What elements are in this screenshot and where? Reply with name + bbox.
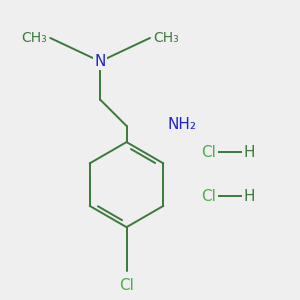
Text: H: H (244, 145, 256, 160)
Text: H: H (244, 189, 256, 204)
Text: Cl: Cl (119, 278, 134, 293)
Text: Cl: Cl (201, 145, 216, 160)
Text: NH₂: NH₂ (168, 117, 196, 132)
Text: CH₃: CH₃ (153, 31, 179, 45)
Text: N: N (94, 54, 106, 69)
Text: CH₃: CH₃ (22, 31, 47, 45)
Text: Cl: Cl (201, 189, 216, 204)
